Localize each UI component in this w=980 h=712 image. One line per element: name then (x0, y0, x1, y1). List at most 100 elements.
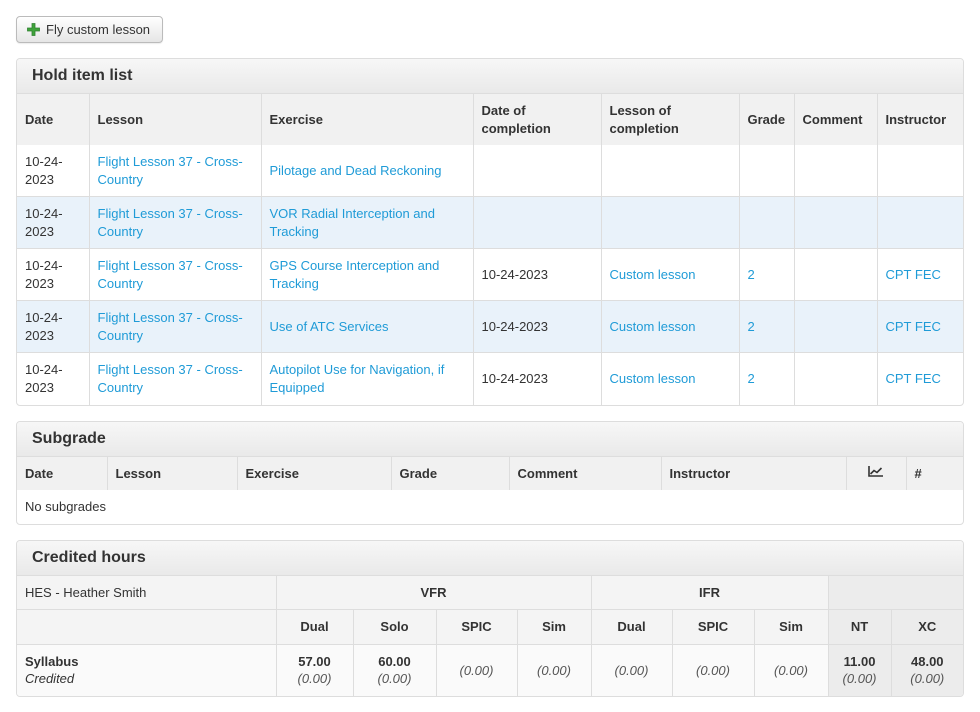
col-vfr-sim: Sim (516, 609, 592, 645)
hold-col-instructor: Instructor (876, 94, 963, 146)
hold-col-exercise: Exercise (260, 94, 474, 146)
col-ifr-sim: Sim (753, 609, 829, 645)
subheader-spacer (17, 609, 277, 645)
cell-date-of-completion: 10-24-2023 (472, 248, 602, 302)
cell-date-of-completion (472, 145, 602, 198)
col-xc: XC (890, 609, 963, 645)
exercise-link[interactable]: GPS Course Interception and Tracking (269, 258, 440, 291)
exercise-link[interactable]: Use of ATC Services (269, 319, 389, 335)
cell-comment (793, 196, 878, 250)
row-label: Syllabus Credited (17, 643, 277, 696)
col-nt: NT (827, 609, 892, 645)
hold-col-lesson-of-completion: Lesson of completion (600, 94, 740, 146)
value-ifr-spic: (0.00) (671, 643, 755, 696)
value-vfr-solo: 60.00 (0.00) (352, 643, 437, 696)
subgrade-col-count: # (905, 456, 963, 491)
lesson-link[interactable]: Flight Lesson 37 - Cross-Country (97, 206, 243, 239)
instructor-link[interactable]: CPT FEC (885, 319, 941, 335)
table-row: 10-24-2023 Flight Lesson 37 - Cross-Coun… (17, 352, 963, 405)
value-ifr-sim: (0.00) (753, 643, 829, 696)
cell-date: 10-24-2023 (17, 300, 90, 354)
grade-link[interactable]: 2 (747, 267, 755, 283)
cell-date-of-completion: 10-24-2023 (472, 300, 602, 354)
exercise-link[interactable]: VOR Radial Interception and Tracking (269, 206, 435, 239)
cell-date: 10-24-2023 (17, 196, 90, 250)
cell-date-of-completion (472, 196, 602, 250)
cell-comment (793, 352, 878, 405)
value-vfr-sim: (0.00) (516, 643, 592, 696)
value-vfr-dual: 57.00 (0.00) (275, 643, 354, 696)
subgrade-col-instructor: Instructor (660, 456, 847, 491)
hold-col-grade: Grade (738, 94, 795, 146)
hold-col-date: Date (17, 94, 90, 146)
value-nt: 11.00 (0.00) (827, 643, 892, 696)
grade-link[interactable]: 2 (747, 371, 755, 387)
ifr-group-header: IFR (590, 575, 829, 611)
table-row: 10-24-2023 Flight Lesson 37 - Cross-Coun… (17, 196, 963, 250)
cell-comment (793, 248, 878, 302)
subgrade-col-grade: Grade (390, 456, 510, 491)
col-ifr-spic: SPIC (671, 609, 755, 645)
exercise-link[interactable]: Autopilot Use for Navigation, if Equippe… (269, 362, 445, 396)
instructor-link[interactable]: CPT FEC (885, 267, 941, 283)
credited-hours-table: HES - Heather Smith VFR IFR Dual Solo SP… (17, 575, 963, 696)
lesson-link[interactable]: Flight Lesson 37 - Cross-Country (97, 258, 243, 291)
subgrade-header-row: Date Lesson Exercise Grade Comment Instr… (17, 456, 963, 491)
table-row: 10-24-2023 Flight Lesson 37 - Cross-Coun… (17, 248, 963, 302)
value-xc: 48.00 (0.00) (890, 643, 963, 696)
credited-subheader-row: Dual Solo SPIC Sim Dual SPIC Sim NT XC (17, 609, 963, 645)
hold-col-date-of-completion: Date of completion (472, 94, 602, 146)
value-ifr-dual: (0.00) (590, 643, 673, 696)
subgrade-col-lesson: Lesson (106, 456, 238, 491)
vfr-group-header: VFR (275, 575, 592, 611)
subgrade-empty-row: No subgrades (17, 490, 963, 524)
exercise-link[interactable]: Pilotage and Dead Reckoning (269, 162, 442, 178)
cell-date: 10-24-2023 (17, 248, 90, 302)
hold-col-lesson: Lesson (88, 94, 262, 146)
credited-label: Credited (25, 671, 75, 687)
col-vfr-spic: SPIC (435, 609, 518, 645)
student-name: HES - Heather Smith (17, 575, 277, 611)
subgrade-table: Date Lesson Exercise Grade Comment Instr… (17, 456, 963, 524)
cell-date: 10-24-2023 (17, 145, 90, 198)
instructor-link[interactable]: CPT FEC (885, 371, 941, 387)
plus-icon (27, 23, 40, 36)
table-row: 10-24-2023 Flight Lesson 37 - Cross-Coun… (17, 300, 963, 354)
col-vfr-dual: Dual (275, 609, 354, 645)
nt-xc-group-spacer (827, 575, 963, 611)
lesson-link[interactable]: Flight Lesson 37 - Cross-Country (97, 362, 243, 396)
credited-hours-title: Credited hours (17, 540, 963, 576)
syllabus-label: Syllabus (25, 653, 79, 669)
fly-custom-lesson-button[interactable]: Fly custom lesson (16, 16, 164, 43)
cell-comment (793, 145, 878, 198)
subgrade-col-comment: Comment (508, 456, 662, 491)
hold-col-comment: Comment (793, 94, 878, 146)
lesson-link[interactable]: Flight Lesson 37 - Cross-Country (97, 154, 243, 187)
cell-date: 10-24-2023 (17, 352, 90, 405)
lesson-of-completion-link[interactable]: Custom lesson (609, 319, 696, 335)
table-row: 10-24-2023 Flight Lesson 37 - Cross-Coun… (17, 145, 963, 198)
subgrade-col-exercise: Exercise (236, 456, 392, 491)
hold-item-list-table: Date Lesson Exercise Date of completion … (17, 94, 963, 405)
hold-header-row: Date Lesson Exercise Date of completion … (17, 94, 963, 146)
chart-icon (845, 456, 907, 491)
col-ifr-dual: Dual (590, 609, 673, 645)
credited-values-row: Syllabus Credited 57.00 (0.00) 60.00 (0.… (17, 643, 963, 696)
no-subgrades-text: No subgrades (25, 499, 106, 515)
credited-group-header-row: HES - Heather Smith VFR IFR (17, 575, 963, 611)
lesson-link[interactable]: Flight Lesson 37 - Cross-Country (97, 310, 243, 343)
value-vfr-spic: (0.00) (435, 643, 518, 696)
col-vfr-solo: Solo (352, 609, 437, 645)
grade-link[interactable]: 2 (747, 319, 755, 335)
subgrade-col-date: Date (17, 456, 108, 491)
hold-item-list-title: Hold item list (17, 59, 963, 94)
fly-custom-lesson-label: Fly custom lesson (46, 22, 151, 37)
subgrade-panel: Subgrade Date Lesson Exercise Grade Comm… (16, 420, 964, 525)
lesson-of-completion-link[interactable]: Custom lesson (609, 267, 696, 283)
lesson-of-completion-link[interactable]: Custom lesson (609, 371, 696, 387)
credited-hours-panel: Credited hours HES - Heather Smith VFR I… (16, 539, 964, 697)
subgrade-title: Subgrade (17, 421, 963, 457)
hold-item-list-panel: Hold item list Date Lesson Exercise Date… (16, 58, 964, 406)
cell-date-of-completion: 10-24-2023 (472, 352, 602, 405)
cell-comment (793, 300, 878, 354)
